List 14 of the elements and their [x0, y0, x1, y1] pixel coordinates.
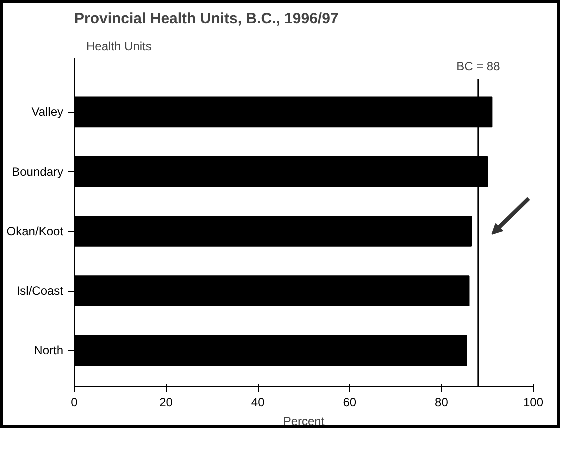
x-tick-label: 100 — [523, 396, 544, 410]
x-tick-label: 60 — [343, 396, 357, 410]
y-tick-label: Isl/Coast — [16, 284, 64, 298]
y-axis-title: Health Units — [86, 40, 152, 54]
y-tick-label: Okan/Koot — [6, 224, 64, 238]
y-tick-label: North — [34, 344, 64, 358]
x-tick-label: 40 — [251, 396, 266, 410]
x-tick-label: 0 — [71, 396, 78, 410]
ref-line-label: BC = 88 — [456, 59, 501, 74]
x-tick-label: 80 — [435, 396, 449, 410]
chart-title: Provincial Health Units, B.C., 1996/97 — [74, 10, 339, 28]
x-tick-label: 20 — [160, 396, 174, 410]
y-tick-label: Valley — [32, 105, 64, 120]
y-tick-label: Boundary — [12, 164, 64, 179]
